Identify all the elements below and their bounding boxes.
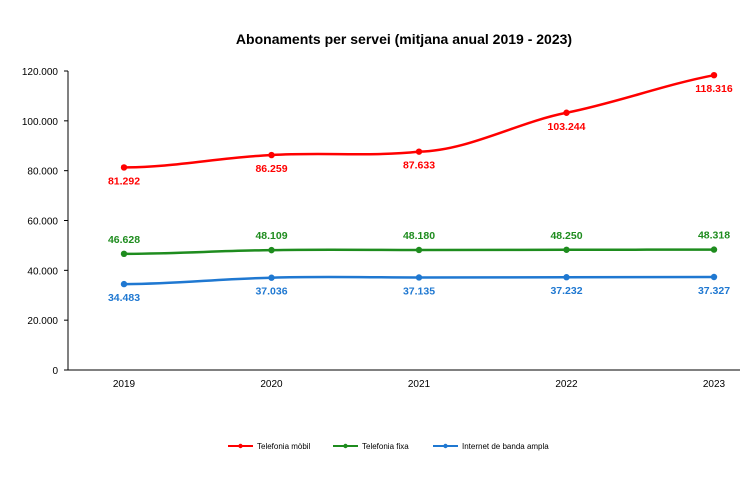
legend-label: Internet de banda ampla xyxy=(462,442,549,451)
data-label: 37.135 xyxy=(403,285,435,297)
data-label: 118.316 xyxy=(695,83,733,95)
data-point xyxy=(120,280,128,288)
data-label: 86.259 xyxy=(255,163,287,175)
data-point xyxy=(415,246,423,254)
legend-label: Telefonia mòbil xyxy=(257,442,311,451)
data-label: 37.327 xyxy=(698,285,730,297)
data-point xyxy=(268,274,275,281)
legend-marker xyxy=(443,443,448,449)
data-point xyxy=(710,246,718,253)
data-point xyxy=(268,151,275,159)
legend-marker xyxy=(343,443,348,449)
data-point xyxy=(120,164,128,171)
data-label: 37.232 xyxy=(550,285,582,297)
data-point xyxy=(563,274,570,281)
y-tick-label: 20.000 xyxy=(27,316,58,327)
data-point xyxy=(415,274,423,281)
data-point xyxy=(268,246,275,254)
y-tick-label: 80.000 xyxy=(27,167,58,178)
legend-marker xyxy=(238,443,243,449)
data-point xyxy=(563,109,570,116)
chart-title: Abonaments per servei (mitjana anual 201… xyxy=(236,31,572,47)
x-tick-label: 2023 xyxy=(703,379,726,390)
data-label: 37.036 xyxy=(255,286,287,298)
data-point xyxy=(710,273,718,281)
data-point xyxy=(710,71,718,79)
data-label: 103.244 xyxy=(548,121,586,133)
data-label: 48.109 xyxy=(255,230,287,242)
y-tick-label: 120.000 xyxy=(22,67,59,78)
x-tick-label: 2021 xyxy=(408,379,431,390)
y-tick-label: 60.000 xyxy=(27,217,58,228)
y-tick-label: 0 xyxy=(52,366,58,377)
data-point xyxy=(563,246,570,253)
data-label: 46.628 xyxy=(108,234,140,246)
data-label: 48.180 xyxy=(403,230,435,242)
data-label: 34.483 xyxy=(108,292,140,304)
legend-label: Telefonia fixa xyxy=(362,442,409,451)
x-tick-label: 2019 xyxy=(113,379,136,390)
data-point xyxy=(415,148,423,155)
data-label: 87.633 xyxy=(403,160,435,172)
data-label: 81.292 xyxy=(108,175,140,187)
data-label: 48.250 xyxy=(550,230,582,242)
y-tick-label: 100.000 xyxy=(22,117,59,128)
data-label: 48.318 xyxy=(698,230,730,242)
x-tick-label: 2020 xyxy=(260,379,283,390)
y-tick-label: 40.000 xyxy=(27,266,58,277)
x-tick-label: 2022 xyxy=(555,379,578,390)
data-point xyxy=(120,250,128,258)
